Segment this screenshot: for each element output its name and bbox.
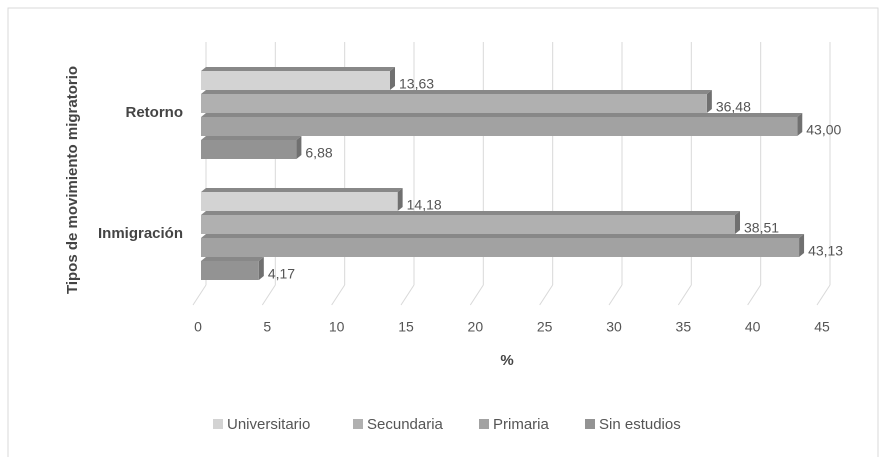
x-axis-title: % <box>500 352 513 369</box>
bar-top <box>201 136 302 140</box>
bar-side <box>258 257 264 280</box>
bar <box>201 215 736 234</box>
legend-label: Secundaria <box>367 416 444 433</box>
x-tick-label: 10 <box>329 319 345 335</box>
bar <box>201 71 391 90</box>
bar-top <box>201 67 396 71</box>
grid-line-floor <box>608 284 623 306</box>
grid-line-floor <box>400 284 415 306</box>
data-label: 43,13 <box>808 243 843 259</box>
grid-line-floor <box>331 284 346 306</box>
x-tick-label: 25 <box>537 319 553 335</box>
legend-swatch <box>353 419 363 429</box>
bar-side <box>706 90 712 113</box>
legend-label: Universitario <box>227 416 310 433</box>
grid-line-floor <box>261 284 276 306</box>
legend-label: Primaria <box>493 416 549 433</box>
data-label: 13,63 <box>399 76 434 92</box>
grid-line-floor <box>816 284 831 306</box>
data-label: 14,18 <box>407 197 442 213</box>
legend-swatch <box>479 419 489 429</box>
bar <box>201 140 297 159</box>
chart-frame <box>7 7 879 457</box>
bar-side <box>735 211 741 234</box>
grid-line-floor <box>539 284 554 306</box>
data-label: 6,88 <box>305 145 332 161</box>
data-label: 38,51 <box>744 220 779 236</box>
x-tick-label: 0 <box>194 319 202 335</box>
bar-top <box>201 234 805 238</box>
x-tick-label: 35 <box>676 319 692 335</box>
bar-top <box>201 113 803 117</box>
x-tick-label: 30 <box>606 319 622 335</box>
bar-top <box>201 257 264 261</box>
bar-side <box>397 188 403 211</box>
category-label: Inmigración <box>98 225 183 242</box>
grid-line-floor <box>747 284 762 306</box>
bar <box>201 238 800 257</box>
data-label: 4,17 <box>268 266 295 282</box>
category-label: Retorno <box>126 104 184 121</box>
legend-label: Sin estudios <box>599 416 681 433</box>
bar <box>201 192 398 211</box>
x-tick-label: 15 <box>398 319 414 335</box>
legend-swatch <box>585 419 595 429</box>
y-axis-title: Tipos de movimiento migratorio <box>64 66 81 294</box>
legend-swatch <box>213 419 223 429</box>
bar-top <box>201 188 403 192</box>
x-tick-label: 40 <box>745 319 761 335</box>
bar <box>201 117 798 136</box>
bar-side <box>390 67 396 90</box>
bar-top <box>201 211 741 215</box>
data-label: 43,00 <box>806 122 841 138</box>
x-tick-label: 5 <box>263 319 271 335</box>
bar-side <box>296 136 302 159</box>
grid-line-floor <box>677 284 692 306</box>
data-label: 36,48 <box>716 99 751 115</box>
bar-side <box>797 113 803 136</box>
grid-line-floor <box>469 284 484 306</box>
grid-line-floor <box>192 284 207 306</box>
x-tick-label: 20 <box>468 319 484 335</box>
bar-side <box>799 234 805 257</box>
bar <box>201 94 707 113</box>
bar-top <box>201 90 712 94</box>
bar <box>201 261 259 280</box>
x-tick-label: 45 <box>814 319 830 335</box>
